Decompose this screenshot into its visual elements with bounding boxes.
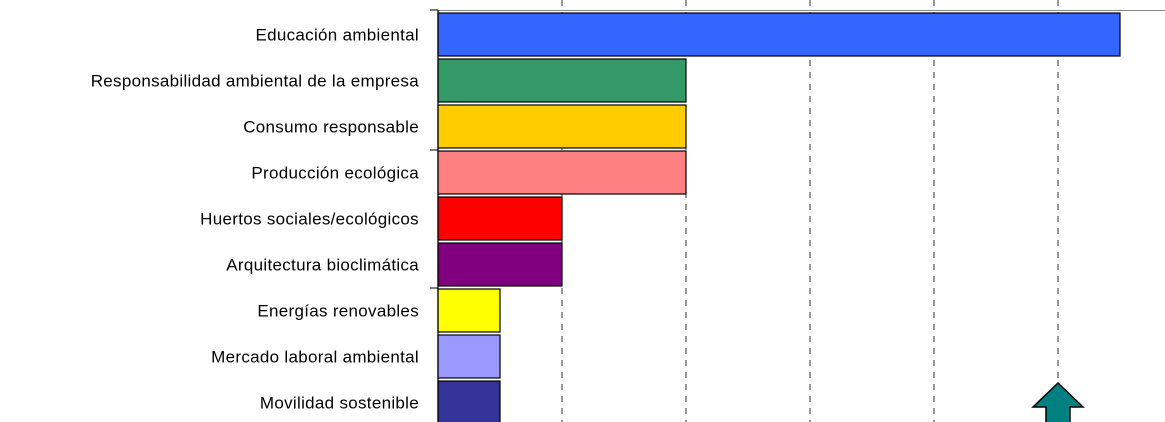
bar — [437, 12, 1121, 57]
bar — [437, 380, 501, 422]
category-label: Consumo responsable — [243, 118, 419, 137]
category-label: Movilidad sostenible — [260, 394, 419, 413]
category-label: Arquitectura bioclimática — [226, 256, 419, 275]
bar — [437, 104, 687, 149]
bar — [437, 288, 501, 333]
bars — [437, 12, 1121, 422]
bar — [437, 150, 687, 195]
category-label: Huertos sociales/ecológicos — [200, 210, 419, 229]
up-arrow-shape — [1031, 381, 1085, 422]
bar — [437, 196, 563, 241]
gridlines — [438, 0, 1165, 422]
category-labels: Educación ambiental Responsabilidad ambie… — [91, 26, 420, 413]
category-label: Producción ecológica — [251, 164, 419, 183]
bar — [437, 58, 687, 103]
up-arrow-icon — [1031, 381, 1085, 422]
bar — [437, 242, 563, 287]
y-axis — [430, 9, 439, 422]
category-label: Mercado laboral ambiental — [211, 348, 419, 367]
bar — [437, 334, 501, 379]
category-label: Educación ambiental — [255, 26, 419, 45]
category-label: Energías renovables — [257, 302, 419, 321]
category-label: Responsabilidad ambiental de la empresa — [91, 72, 420, 91]
